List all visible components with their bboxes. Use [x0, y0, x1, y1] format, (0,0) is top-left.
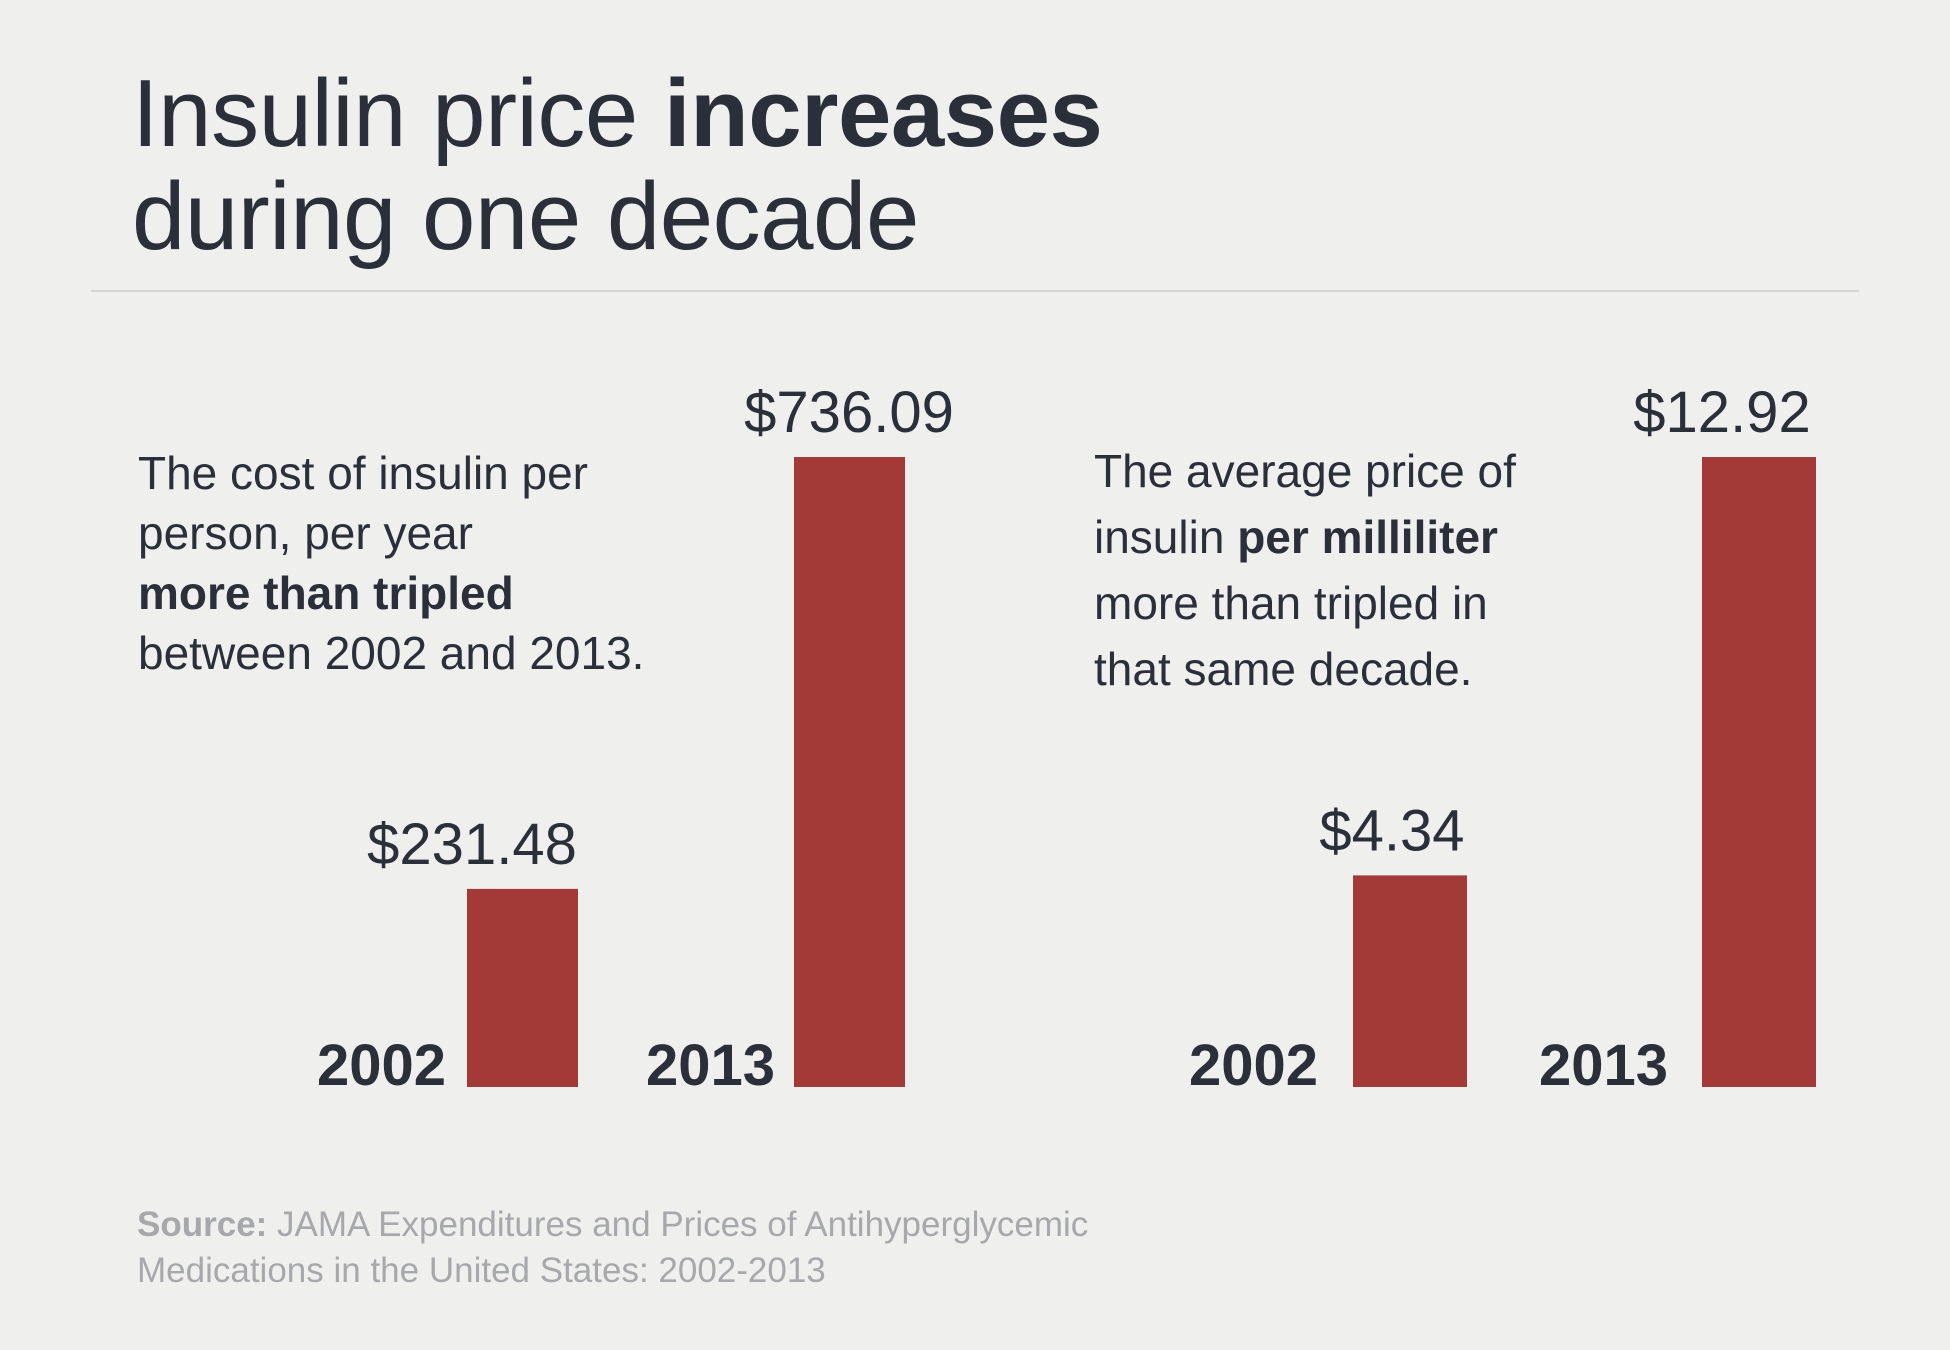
right-description: The average price of insulin per millilit… [1094, 438, 1516, 702]
right-desc-line3: more than tripled in [1094, 577, 1488, 629]
value-label-2013: $12.92 [1633, 380, 1810, 445]
right-desc-line4: that same decade. [1094, 643, 1473, 695]
title-line2: during one decade [132, 163, 919, 270]
source-text-line1: JAMA Expenditures and Prices of Antihype… [277, 1205, 1089, 1244]
bar-cost-per-person-2013 [794, 457, 905, 1087]
category-label-2002: 2002 [317, 1033, 446, 1098]
value-label-2002: $4.34 [1319, 798, 1464, 863]
bar-price-per-ml-2013 [1702, 457, 1816, 1087]
left-desc-line2: person, per year [138, 507, 473, 559]
category-label-2013: 2013 [1539, 1033, 1668, 1098]
source-text-line2: Medications in the United States: 2002-2… [137, 1251, 826, 1290]
source-label: Source: [137, 1205, 268, 1244]
title-part1: Insulin price [132, 60, 638, 167]
source-note: Source: JAMA Expenditures and Prices of … [137, 1202, 1088, 1294]
value-label-2002: $231.48 [367, 812, 577, 877]
right-desc-bold: per milliliter [1237, 511, 1498, 563]
left-description: The cost of insulin per person, per year m… [138, 443, 644, 683]
title-bold: increases [663, 60, 1103, 167]
bar-price-per-ml-2002 [1353, 875, 1467, 1087]
right-desc-pre: insulin [1094, 511, 1225, 563]
page-title: Insulin price increases during one decade [132, 60, 1103, 270]
bar-cost-per-person-2002 [467, 888, 578, 1087]
title-divider [91, 290, 1859, 292]
left-desc-line4: between 2002 and 2013. [138, 627, 645, 679]
left-desc-line1: The cost of insulin per [138, 447, 589, 499]
category-label-2002: 2002 [1189, 1033, 1318, 1098]
right-desc-line1: The average price of [1094, 445, 1516, 497]
value-label-2013: $736.09 [744, 380, 954, 445]
category-label-2013: 2013 [646, 1033, 775, 1098]
left-desc-bold: more than tripled [138, 567, 514, 619]
